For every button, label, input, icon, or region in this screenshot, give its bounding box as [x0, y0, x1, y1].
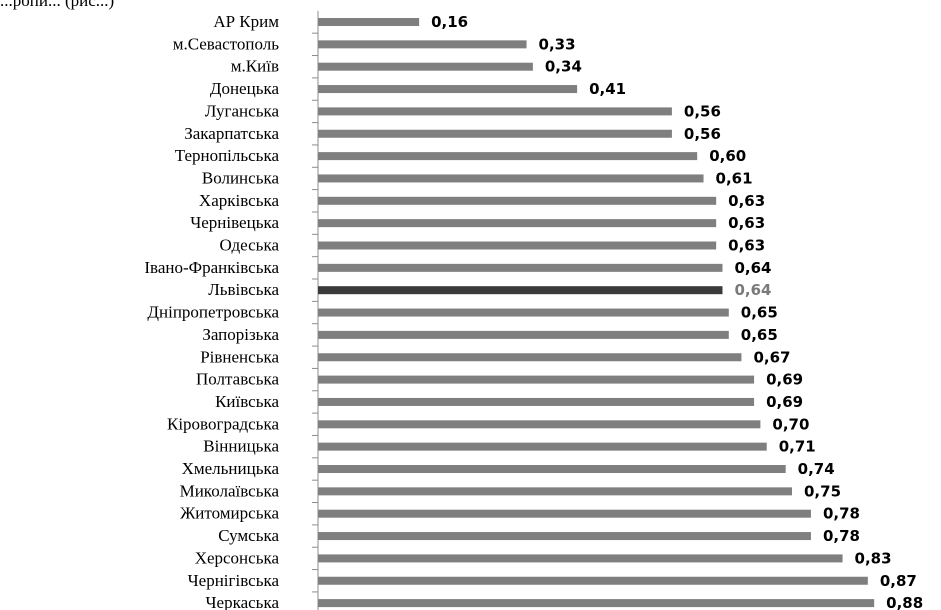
bar [318, 18, 420, 26]
category-label: м.Київ [231, 57, 279, 76]
value-label: 0,56 [684, 102, 721, 120]
category-label: Чернівецька [190, 213, 279, 232]
bar [318, 219, 717, 228]
bar [318, 420, 761, 429]
value-label: 0,65 [741, 304, 778, 322]
bar [318, 442, 767, 451]
bar [318, 129, 672, 138]
value-label: 0,69 [766, 371, 803, 389]
bar-highlighted [318, 286, 723, 295]
value-label: 0,78 [823, 527, 860, 545]
value-label: 0,61 [716, 169, 753, 187]
category-label: Дніпропетровська [147, 303, 279, 322]
category-label: Харківська [199, 191, 280, 210]
value-label: 0,63 [728, 214, 765, 232]
value-label: 0,87 [880, 572, 917, 590]
value-label: 0,70 [772, 415, 809, 433]
bar [318, 554, 843, 563]
category-label: Київська [215, 392, 279, 411]
bar [318, 397, 755, 406]
category-label: Закарпатська [184, 124, 279, 143]
category-label: Черкаська [206, 593, 280, 610]
category-label: м.Севастополь [173, 34, 280, 53]
value-label: 0,16 [431, 13, 468, 31]
category-label: Чернігівська [188, 571, 280, 590]
bar [318, 599, 875, 608]
category-label: Рівненська [200, 347, 279, 366]
bar [318, 308, 729, 317]
value-label: 0,63 [728, 237, 765, 255]
bar [318, 241, 717, 250]
bar [318, 375, 755, 384]
value-label: 0,60 [709, 147, 746, 165]
bar [318, 576, 868, 585]
bar [318, 263, 723, 272]
category-label: Донецька [210, 79, 280, 98]
bar [318, 509, 811, 518]
category-label: Полтавська [196, 370, 279, 389]
value-label: 0,63 [728, 192, 765, 210]
value-label: 0,56 [684, 125, 721, 143]
category-label: Кіровоградська [167, 414, 279, 433]
category-label: Сумська [218, 526, 279, 545]
value-label: 0,71 [779, 438, 816, 456]
value-label: 0,74 [798, 460, 835, 478]
bar [318, 40, 527, 49]
bar [318, 196, 717, 205]
category-label: Житомирська [180, 504, 279, 523]
category-label: Хмельницька [182, 459, 280, 478]
category-label: Волинська [202, 168, 280, 187]
bar [318, 487, 792, 496]
bar [318, 174, 704, 183]
value-label: 0,33 [539, 35, 576, 53]
category-label: Запорізька [202, 325, 279, 344]
value-label: 0,78 [823, 505, 860, 523]
bar [318, 85, 578, 94]
value-label: 0,83 [855, 549, 892, 567]
category-label: Луганська [205, 101, 280, 120]
category-label: Херсонська [195, 548, 280, 567]
category-label: Одеська [219, 236, 279, 255]
category-label: Миколаївська [180, 481, 280, 500]
bar [318, 62, 533, 71]
category-label: Івано-Франківська [144, 258, 279, 277]
cropped-header-text: ...ропи... (рис...) [0, 0, 115, 10]
bar [318, 465, 786, 473]
bar [318, 107, 672, 116]
category-label: Вінницька [203, 437, 279, 456]
value-label: 0,41 [589, 80, 626, 98]
bar [318, 330, 729, 339]
value-label: 0,65 [741, 326, 778, 344]
value-label: 0,69 [766, 393, 803, 411]
chart-marks: АР Крим 0,16 м.Севастополь 0,33 м.Київ 0,34 До… [144, 10, 923, 610]
category-label: Тернопільська [175, 146, 280, 165]
value-label: 0,67 [753, 348, 790, 366]
category-label: АР Крим [213, 12, 279, 31]
value-label: 0,64 [734, 281, 771, 299]
value-label: 0,34 [545, 58, 582, 76]
value-label: 0,75 [804, 482, 841, 500]
bar [318, 532, 811, 541]
bar [318, 353, 742, 362]
category-label: Львівська [208, 280, 279, 299]
bar [318, 152, 698, 161]
value-label: 0,64 [734, 259, 771, 277]
value-label: 0,88 [886, 594, 923, 610]
